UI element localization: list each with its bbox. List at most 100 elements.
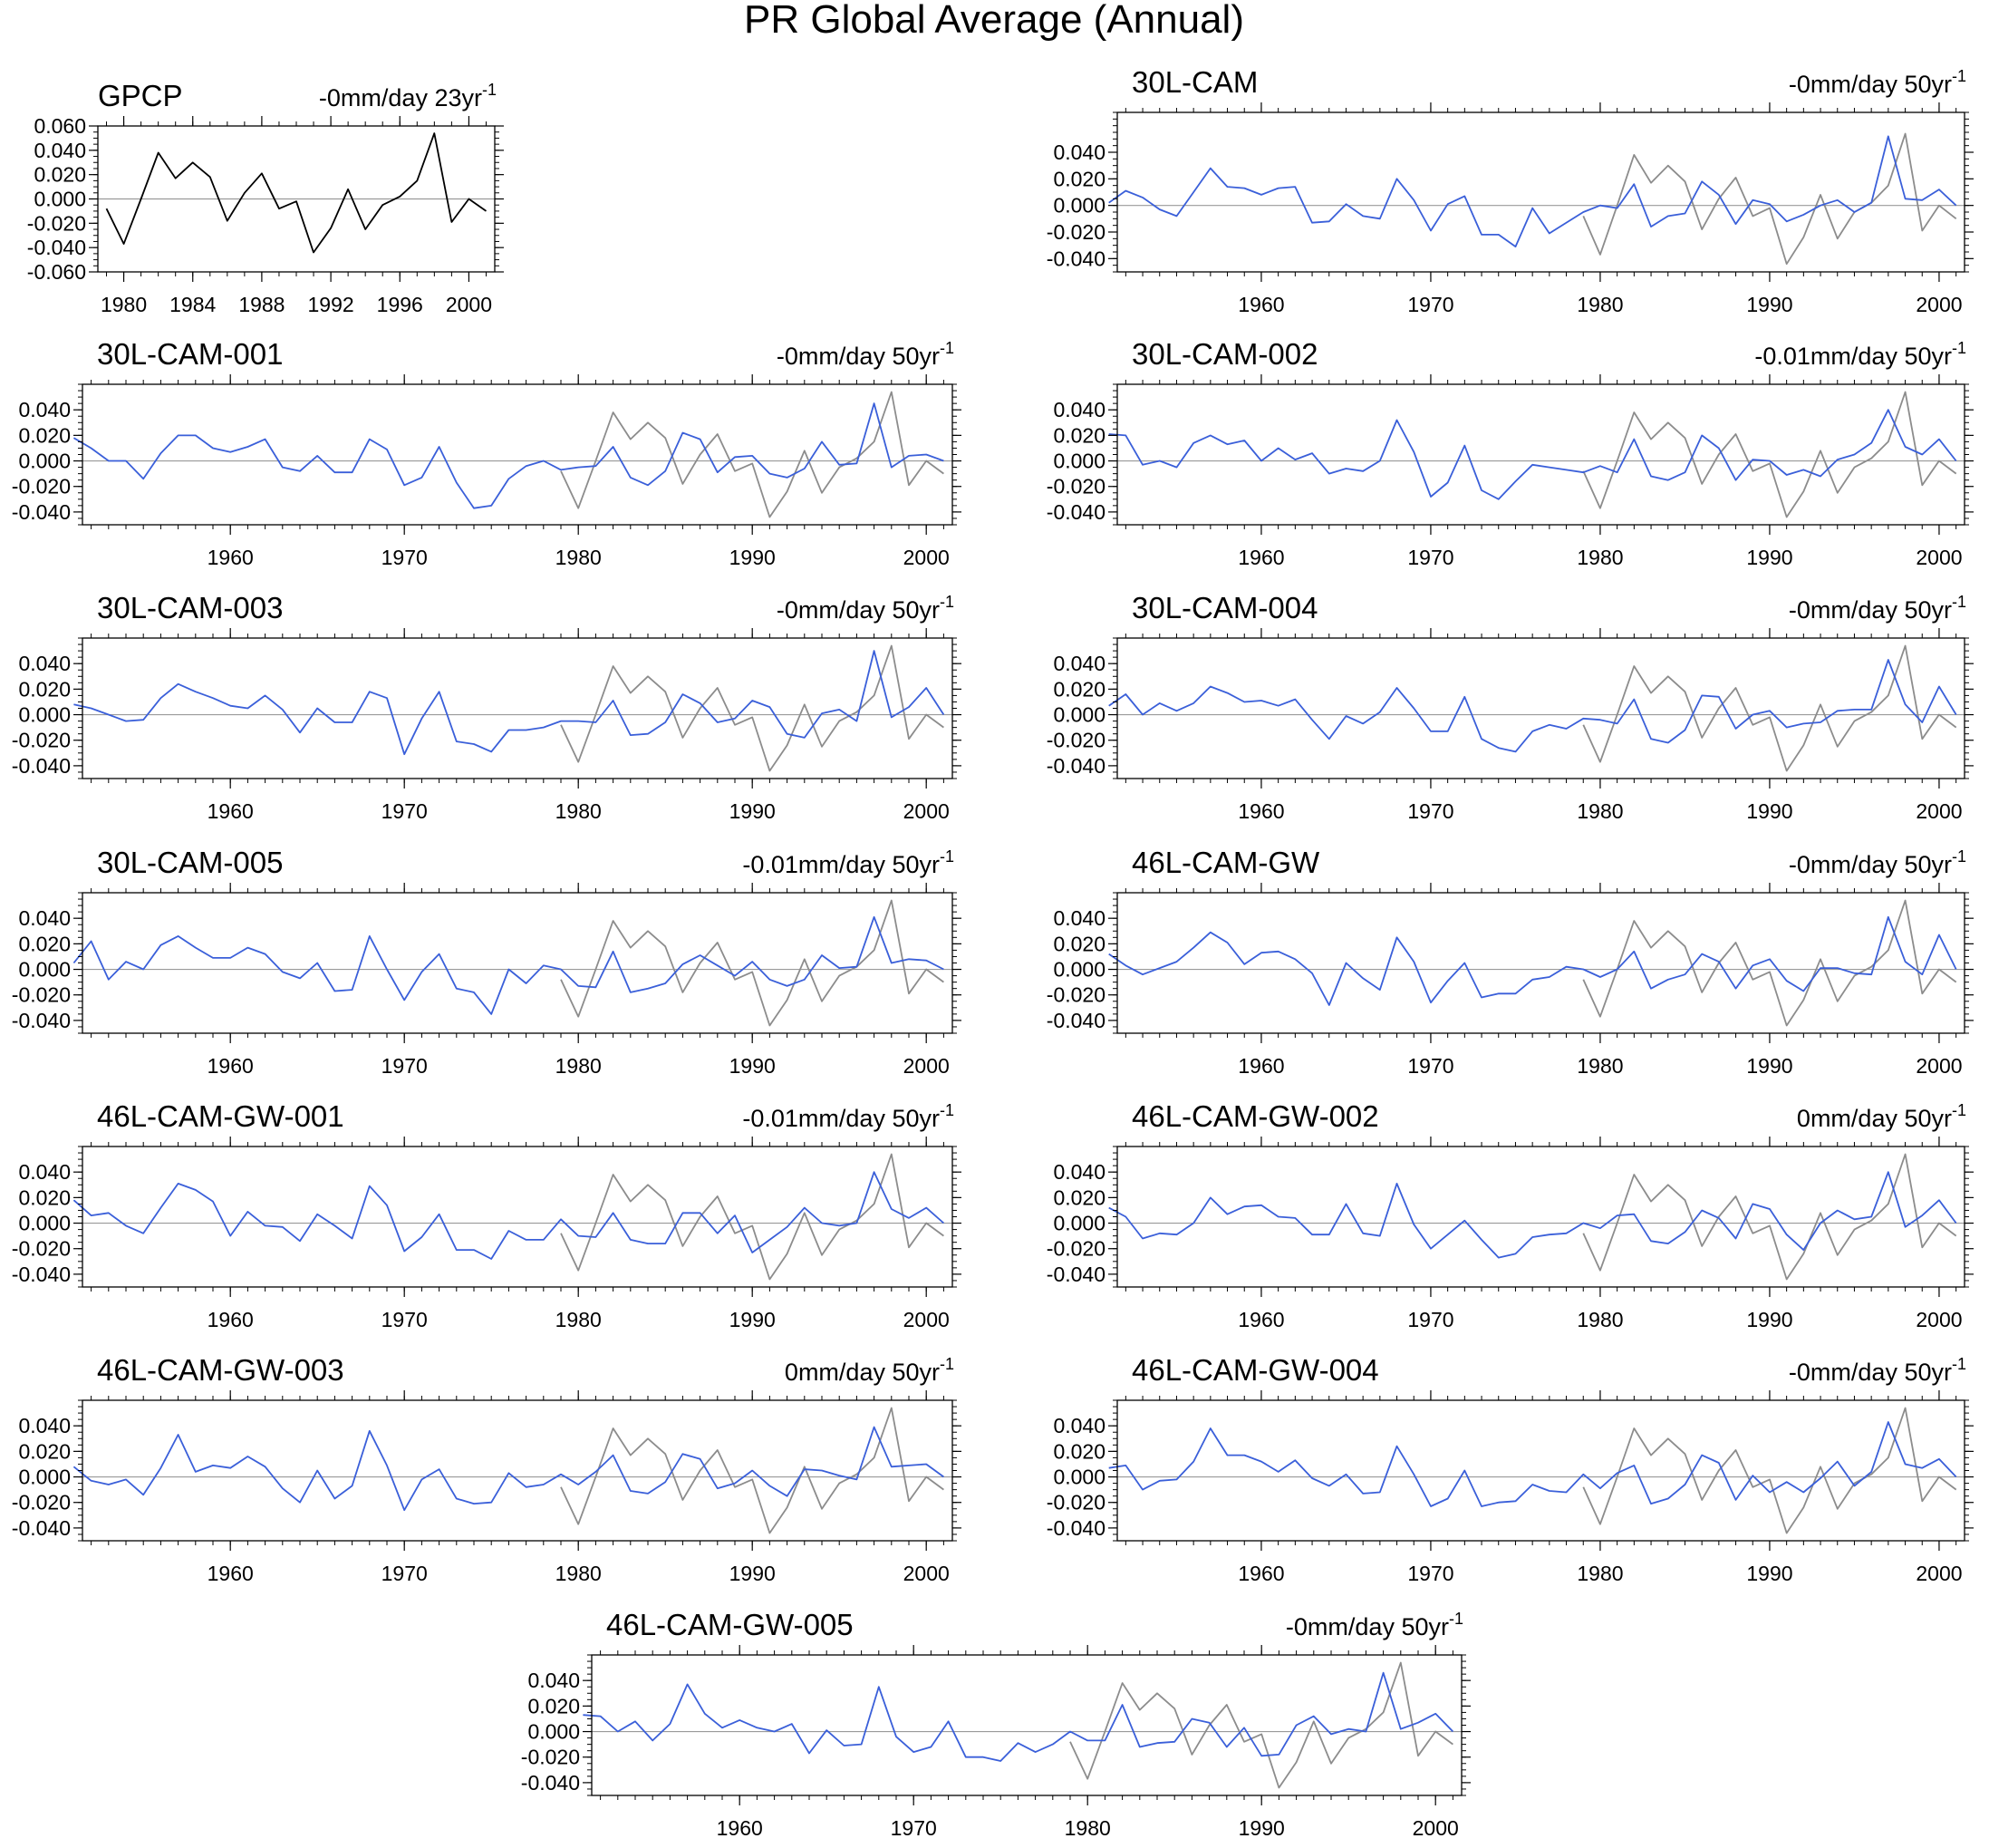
x-tick-label: 1990 [1746, 1562, 1792, 1585]
y-tick-label: 0.000 [1053, 1466, 1106, 1489]
y-tick-label: 0.040 [18, 1414, 71, 1437]
y-tick-label: -0.040 [521, 1771, 580, 1795]
y-tick-label: 0.020 [1053, 423, 1106, 447]
x-tick-label: 1990 [729, 1054, 776, 1078]
x-tick-label: 1980 [1065, 1816, 1111, 1840]
x-tick-label: 1960 [208, 1054, 254, 1078]
x-tick-label: 1960 [1238, 799, 1284, 823]
plot-frame [82, 383, 953, 526]
x-tick-label: 1970 [381, 1308, 428, 1331]
x-tick-label: 2000 [1413, 1816, 1459, 1840]
y-tick-label: 0.000 [18, 1212, 71, 1235]
series-gpcp [560, 1153, 944, 1281]
y-tick-label: 0.020 [1053, 1439, 1106, 1463]
y-tick-label: 0.020 [34, 163, 86, 187]
y-tick-label: 0.000 [34, 188, 86, 211]
x-tick-label: 1980 [101, 293, 147, 316]
panel-title: 46L-CAM-GW-002 [1132, 1099, 1379, 1133]
trend-exponent: -1 [940, 847, 954, 866]
trend-label: -0.01mm/day 50yr-1 [742, 1101, 954, 1132]
panel-title: 46L-CAM-GW-001 [97, 1099, 344, 1133]
plot-frame [82, 1146, 953, 1288]
panel-30l-cam: 0.040 0.020 0.000-0.020 -0.040 1960 1970 1980 1… [1047, 65, 1974, 316]
y-tick-label: 0.020 [1053, 932, 1106, 955]
y-tick-label: -0.020 [27, 211, 86, 235]
x-tick-label: 2000 [903, 1308, 950, 1331]
x-tick-label: 1960 [1238, 293, 1284, 316]
x-tick-label: 1990 [1746, 799, 1792, 823]
x-tick-label: 1960 [717, 1816, 763, 1840]
y-tick-label: -0.020 [1047, 729, 1106, 752]
y-tick-label: -0.020 [1047, 475, 1106, 498]
series-gpcp [1582, 1407, 1957, 1534]
trend-label: -0mm/day 23yr-1 [319, 81, 497, 111]
panel-title: 46L-CAM-GW-003 [97, 1353, 344, 1387]
y-tick-label: 0.040 [34, 139, 86, 162]
x-tick-label: 1980 [555, 1308, 602, 1331]
y-tick-label: -0.040 [12, 754, 71, 778]
series-46l-cam-gw [1108, 915, 1957, 1006]
panel-title: 46L-CAM-GW [1132, 846, 1320, 879]
y-tick-label: 0.040 [1053, 652, 1106, 675]
y-tick-label: 0.040 [18, 1160, 71, 1184]
y-tick-label: 0.040 [1053, 1414, 1106, 1437]
x-tick-label: 2000 [1916, 1054, 1962, 1078]
x-tick-label: 1980 [555, 1054, 602, 1078]
x-tick-label: 1960 [1238, 1562, 1284, 1585]
series-30l-cam-003 [73, 650, 945, 756]
x-tick-label: 1980 [1577, 799, 1623, 823]
x-tick-label: 1992 [308, 293, 354, 316]
x-tick-label: 2000 [903, 799, 950, 823]
y-tick-label: 0.040 [18, 652, 71, 675]
trend-label: -0mm/day 50yr-1 [1789, 847, 1966, 878]
series-30l-cam-001 [72, 402, 944, 509]
y-tick-label: -0.060 [27, 260, 86, 284]
x-tick-label: 1990 [1239, 1816, 1285, 1840]
y-tick-label: 0.040 [1053, 1160, 1106, 1184]
x-tick-label: 2000 [1916, 293, 1962, 316]
panel-title: 30L-CAM [1132, 65, 1258, 99]
trend-label: -0.01mm/day 50yr-1 [742, 847, 954, 878]
x-tick-label: 1984 [169, 293, 216, 316]
panel-title: 46L-CAM-GW-005 [606, 1608, 854, 1641]
y-tick-label: 0.000 [1053, 194, 1106, 218]
trend-label: 0mm/day 50yr-1 [785, 1355, 954, 1386]
y-tick-label: 0.060 [34, 114, 86, 138]
y-tick-label: -0.040 [1047, 754, 1106, 778]
x-tick-label: 1990 [1746, 293, 1792, 316]
trend-exponent: -1 [1952, 847, 1966, 866]
y-tick-label: 0.020 [18, 423, 71, 447]
panel-title: 30L-CAM-001 [97, 337, 283, 371]
trend-exponent: -1 [1952, 1355, 1966, 1373]
series-30l-cam-002 [1108, 409, 1957, 500]
x-tick-label: 1988 [238, 293, 285, 316]
trend-exponent: -1 [940, 1101, 954, 1119]
x-tick-label: 1990 [729, 1562, 776, 1585]
series-30l-cam-004 [1108, 659, 1957, 753]
panel-title: 30L-CAM-003 [97, 591, 283, 624]
x-tick-label: 2000 [446, 293, 492, 316]
x-tick-label: 1970 [891, 1816, 937, 1840]
x-tick-label: 1980 [555, 1562, 602, 1585]
trend-exponent: -1 [940, 593, 954, 611]
y-tick-label: 0.020 [18, 932, 71, 955]
y-tick-label: -0.040 [1047, 1263, 1106, 1286]
x-tick-label: 2000 [1916, 1308, 1962, 1331]
panel-title: GPCP [98, 79, 183, 112]
trend-label: -0.01mm/day 50yr-1 [1754, 339, 1966, 370]
x-tick-label: 2000 [1916, 1562, 1962, 1585]
y-tick-label: 0.040 [1053, 398, 1106, 421]
plot-frame [1116, 1146, 1965, 1288]
y-tick-label: -0.020 [12, 475, 71, 498]
x-tick-label: 1970 [1407, 1308, 1453, 1331]
x-tick-label: 1970 [1407, 1562, 1453, 1585]
x-tick-label: 1990 [1746, 546, 1792, 569]
